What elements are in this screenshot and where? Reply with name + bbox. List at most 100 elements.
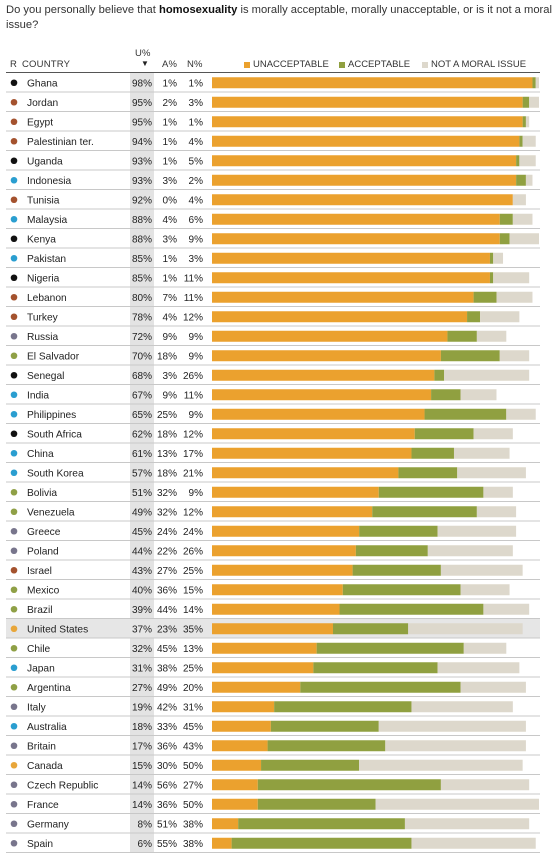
bar-unacceptable-germany[interactable] [212, 818, 239, 830]
bar-acceptable-el-salvador[interactable] [440, 350, 500, 362]
bar-acceptable-bolivia[interactable] [378, 486, 484, 498]
bar-acceptable-israel[interactable] [352, 564, 441, 576]
bar-acceptable-france[interactable] [257, 798, 376, 810]
country-label[interactable]: Spain [27, 839, 53, 850]
bar-unacceptable-britain[interactable] [212, 740, 268, 752]
bar-not-moral-france[interactable] [375, 798, 540, 810]
country-label[interactable]: Italy [27, 703, 47, 714]
unacceptable-pct-column-header[interactable]: U% [135, 48, 151, 59]
bar-unacceptable-australia[interactable] [212, 720, 271, 732]
bar-not-moral-britain[interactable] [385, 740, 526, 752]
bar-unacceptable-el-salvador[interactable] [212, 350, 441, 362]
country-label[interactable]: Senegal [27, 371, 64, 382]
country-label[interactable]: Kenya [27, 235, 56, 246]
bar-not-moral-senegal[interactable] [444, 369, 530, 381]
bar-unacceptable-bolivia[interactable] [212, 486, 379, 498]
bar-not-moral-uganda[interactable] [519, 155, 536, 167]
country-label[interactable]: India [27, 391, 49, 402]
country-label[interactable]: Poland [27, 547, 59, 558]
bar-unacceptable-tunisia[interactable] [212, 194, 513, 206]
bar-acceptable-germany[interactable] [238, 818, 405, 830]
bar-not-moral-japan[interactable] [437, 662, 520, 674]
country-label[interactable]: France [27, 800, 59, 811]
bar-unacceptable-egypt[interactable] [212, 116, 523, 128]
bar-not-moral-venezuela[interactable] [476, 506, 517, 518]
bar-not-moral-mexico[interactable] [460, 584, 510, 596]
country-label[interactable]: Malaysia [27, 215, 68, 226]
bar-acceptable-uganda[interactable] [516, 155, 520, 167]
bar-acceptable-pakistan[interactable] [489, 252, 494, 264]
bar-not-moral-canada[interactable] [359, 759, 523, 771]
bar-not-moral-nigeria[interactable] [493, 272, 530, 284]
country-label[interactable]: Uganda [27, 157, 63, 168]
bar-not-moral-jordan[interactable] [529, 96, 539, 108]
country-label[interactable]: Greece [27, 527, 61, 538]
country-label[interactable]: Tunisia [27, 196, 60, 207]
bar-unacceptable-turkey[interactable] [212, 311, 468, 323]
bar-acceptable-argentina[interactable] [300, 681, 461, 693]
bar-acceptable-philippines[interactable] [424, 408, 507, 420]
country-column-header[interactable]: COUNTRY [22, 59, 71, 70]
region-column-header[interactable]: R [10, 59, 18, 70]
country-label[interactable]: Venezuela [27, 508, 75, 519]
bar-unacceptable-india[interactable] [212, 389, 432, 401]
country-label[interactable]: Russia [27, 332, 58, 343]
bar-acceptable-chile[interactable] [316, 642, 464, 654]
country-label[interactable]: Philippines [27, 410, 76, 421]
country-label[interactable]: China [27, 449, 54, 460]
bar-not-moral-italy[interactable] [411, 701, 513, 713]
bar-not-moral-australia[interactable] [378, 720, 526, 732]
bar-acceptable-ghana[interactable] [532, 77, 536, 89]
bar-not-moral-pakistan[interactable] [493, 252, 504, 264]
country-label[interactable]: Turkey [27, 313, 59, 324]
bar-unacceptable-venezuela[interactable] [212, 506, 373, 518]
bar-unacceptable-france[interactable] [212, 798, 258, 810]
bar-acceptable-czech-republic[interactable] [257, 779, 441, 791]
bar-unacceptable-czech-republic[interactable] [212, 779, 258, 791]
bar-not-moral-philippines[interactable] [506, 408, 536, 420]
country-label[interactable]: United States [27, 625, 88, 636]
bar-unacceptable-japan[interactable] [212, 662, 314, 674]
bar-acceptable-united-states[interactable] [332, 623, 409, 635]
bar-not-moral-united-states[interactable] [408, 623, 523, 635]
not-moral-pct-column-header[interactable]: N% [187, 59, 203, 70]
bar-unacceptable-senegal[interactable] [212, 369, 435, 381]
bar-unacceptable-palestinian-ter[interactable] [212, 135, 520, 147]
country-label[interactable]: Canada [27, 761, 63, 772]
country-label[interactable]: Egypt [27, 118, 53, 129]
bar-not-moral-malaysia[interactable] [512, 213, 533, 225]
bar-not-moral-poland[interactable] [427, 545, 513, 557]
bar-not-moral-indonesia[interactable] [525, 174, 533, 186]
bar-not-moral-bolivia[interactable] [483, 486, 513, 498]
bar-unacceptable-canada[interactable] [212, 759, 262, 771]
bar-acceptable-poland[interactable] [355, 545, 428, 557]
bar-unacceptable-poland[interactable] [212, 545, 356, 557]
bar-unacceptable-jordan[interactable] [212, 96, 523, 108]
legend-label-acceptable[interactable]: ACCEPTABLE [348, 59, 411, 70]
bar-acceptable-malaysia[interactable] [499, 213, 513, 225]
bar-unacceptable-south-korea[interactable] [212, 467, 399, 479]
bar-unacceptable-chile[interactable] [212, 642, 317, 654]
country-label[interactable]: Pakistan [27, 254, 66, 265]
bar-not-moral-india[interactable] [460, 389, 497, 401]
bar-unacceptable-united-states[interactable] [212, 623, 333, 635]
bar-not-moral-spain[interactable] [411, 837, 536, 849]
bar-not-moral-russia[interactable] [476, 330, 507, 342]
bar-not-moral-ghana[interactable] [535, 77, 539, 89]
bar-acceptable-senegal[interactable] [434, 369, 445, 381]
bar-acceptable-spain[interactable] [231, 837, 412, 849]
bar-not-moral-greece[interactable] [437, 525, 517, 537]
country-label[interactable]: Brazil [27, 605, 52, 616]
country-label[interactable]: Mexico [27, 586, 60, 597]
bar-not-moral-palestinian-ter[interactable] [522, 135, 536, 147]
bar-not-moral-el-salvador[interactable] [499, 350, 530, 362]
country-label[interactable]: Czech Republic [27, 781, 98, 792]
bar-acceptable-venezuela[interactable] [372, 506, 477, 518]
bar-unacceptable-pakistan[interactable] [212, 252, 490, 264]
bar-unacceptable-brazil[interactable] [212, 603, 340, 615]
bar-unacceptable-uganda[interactable] [212, 155, 517, 167]
country-label[interactable]: Japan [27, 664, 55, 675]
bar-acceptable-brazil[interactable] [339, 603, 484, 615]
bar-unacceptable-philippines[interactable] [212, 408, 425, 420]
bar-unacceptable-lebanon[interactable] [212, 291, 474, 303]
